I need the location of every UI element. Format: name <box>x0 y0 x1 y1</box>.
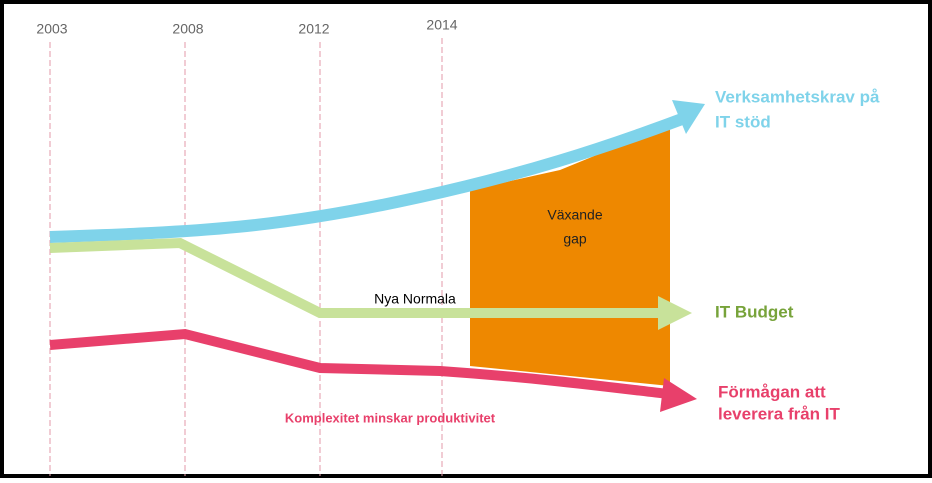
year-lines <box>49 38 443 476</box>
year-label: 2014 <box>426 17 457 33</box>
capability-label: leverera från IT <box>718 404 841 423</box>
gap-area <box>470 125 670 386</box>
year-label: 2012 <box>298 21 329 37</box>
demand-arrowhead <box>672 100 705 134</box>
new-normal-label: Nya Normala <box>374 291 456 307</box>
budget-arrowhead <box>658 296 692 330</box>
budget-curve <box>49 237 665 318</box>
complexity-label: Komplexitet minskar produktivitet <box>285 410 496 425</box>
year-labels: 2003 2008 2012 2014 <box>36 17 457 37</box>
year-label: 2003 <box>36 21 67 37</box>
demand-curve <box>49 110 693 243</box>
capability-arrowhead <box>660 378 697 412</box>
gap-label: Växande <box>547 207 602 223</box>
capability-curve <box>49 328 669 399</box>
curve-labels: Verksamhetskrav på IT stöd IT Budget För… <box>715 87 880 423</box>
year-label: 2008 <box>172 21 203 37</box>
budget-label: IT Budget <box>715 302 794 321</box>
demand-label: IT stöd <box>715 112 771 131</box>
gap-label: gap <box>563 231 587 247</box>
capability-label: Förmågan att <box>718 382 826 401</box>
demand-label: Verksamhetskrav på <box>715 87 880 106</box>
